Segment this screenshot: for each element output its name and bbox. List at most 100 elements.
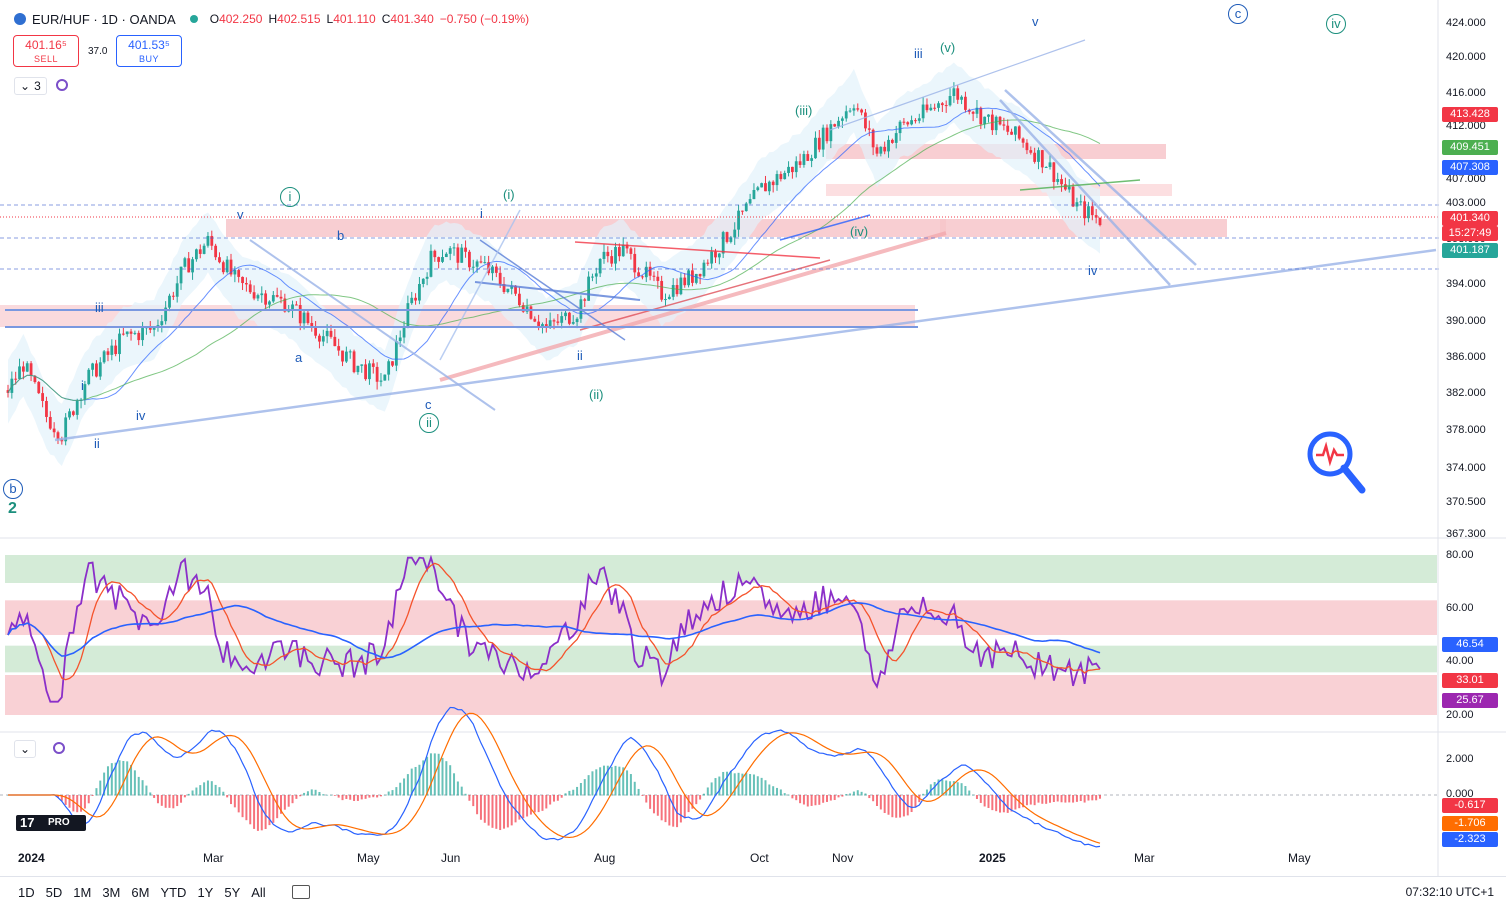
- candle-body: [575, 318, 579, 323]
- macd-histogram-bar: [1045, 795, 1048, 804]
- macd-histogram-bar: [214, 784, 217, 796]
- macd-histogram-bar: [218, 787, 221, 796]
- chevron-down-icon: ⌄: [20, 742, 31, 756]
- trend-line-5: [999, 99, 1171, 286]
- price-tick-label: 378.000: [1446, 424, 1486, 436]
- candle-body: [956, 88, 960, 100]
- clock[interactable]: 07:32:10 UTC+1: [1405, 885, 1494, 899]
- refresh-icon[interactable]: [56, 79, 68, 91]
- macd-histogram-bar: [614, 765, 617, 796]
- macd-histogram-bar: [472, 795, 475, 807]
- timeframe-ytd[interactable]: YTD: [160, 884, 187, 900]
- macd-histogram-bar: [514, 795, 517, 823]
- chart-header: EUR/HUF · 1D · OANDA O402.250 H402.515 L…: [14, 10, 529, 28]
- candle-body: [814, 137, 817, 159]
- candle-body: [806, 154, 810, 161]
- candle-body: [821, 127, 825, 150]
- candle-body: [275, 295, 279, 297]
- candle-body: [45, 400, 48, 417]
- macd-histogram-bar: [303, 792, 306, 796]
- timeframe-3m[interactable]: 3M: [102, 884, 121, 900]
- macd-histogram-bar: [741, 773, 744, 796]
- candle-body: [510, 285, 514, 289]
- open-label: O: [209, 12, 220, 26]
- macd-collapse-toggle[interactable]: ⌄: [14, 740, 37, 758]
- macd-histogram-bar: [1075, 795, 1078, 802]
- candle-body: [421, 278, 425, 285]
- candle-body: [183, 258, 187, 267]
- candle-body: [456, 247, 460, 263]
- price-tick-label: 403.000: [1446, 197, 1486, 209]
- candle-body: [406, 303, 410, 328]
- timeframe-5y[interactable]: 5Y: [224, 884, 241, 900]
- candle-body: [1083, 201, 1087, 219]
- macd-histogram-bar: [537, 795, 540, 813]
- candle-body: [333, 336, 337, 347]
- candle-body: [148, 327, 152, 330]
- candle-body: [448, 248, 452, 254]
- timeframe-1d[interactable]: 1D: [18, 884, 35, 900]
- macd-histogram-bar: [606, 765, 609, 796]
- chart-canvas[interactable]: [0, 0, 1506, 876]
- macd-histogram-bar: [599, 767, 602, 796]
- magnifier-icon[interactable]: [1306, 430, 1368, 496]
- macd-histogram-bar: [637, 788, 640, 796]
- buy-price: 401.53⁵: [128, 38, 170, 52]
- macd-histogram-bar: [333, 795, 336, 796]
- macd-histogram-bar: [560, 795, 563, 798]
- candle-body: [683, 277, 687, 286]
- macd-histogram-bar: [114, 762, 117, 796]
- macd-histogram-bar: [822, 795, 825, 803]
- candle-body: [760, 183, 764, 188]
- timeframe-1m[interactable]: 1M: [73, 884, 92, 900]
- price-tick-label: 386.000: [1446, 351, 1486, 363]
- macd-histogram-bar: [453, 773, 456, 796]
- macd-histogram-bar: [345, 795, 348, 799]
- macd-histogram-bar: [249, 795, 252, 825]
- macd-histogram-bar: [860, 791, 863, 796]
- symbol-title[interactable]: EUR/HUF · 1D · OANDA: [32, 11, 176, 27]
- timeframe-all[interactable]: All: [251, 884, 266, 900]
- refresh-icon[interactable]: [53, 742, 65, 754]
- time-tick-label: 2025: [979, 851, 1006, 865]
- close-value: 401.340: [390, 12, 434, 26]
- candle-body: [698, 273, 702, 277]
- macd-histogram-bar: [899, 795, 902, 818]
- candle-body: [402, 327, 406, 338]
- macd-histogram-bar: [441, 757, 444, 796]
- buy-button[interactable]: 401.53⁵ BUY: [116, 35, 182, 67]
- macd-histogram-bar: [902, 795, 905, 817]
- indicators-toggle[interactable]: ⌄ 3: [14, 77, 47, 95]
- macd-histogram-bar: [1060, 795, 1063, 803]
- candle-body: [168, 295, 171, 308]
- macd-histogram-bar: [399, 782, 402, 796]
- trend-line-8: [474, 281, 641, 301]
- macd-pane: [0, 706, 1438, 848]
- candle-body: [279, 296, 283, 299]
- timeframe-5d[interactable]: 5D: [45, 884, 63, 900]
- macd-histogram-bar: [783, 793, 786, 796]
- candle-body: [614, 247, 617, 264]
- candle-body: [783, 172, 787, 180]
- calendar-icon[interactable]: [291, 885, 310, 899]
- candle-body: [75, 400, 79, 415]
- candle-body: [894, 133, 898, 143]
- macd-histogram-bar: [460, 786, 463, 796]
- timeframe-6m[interactable]: 6M: [131, 884, 150, 900]
- rsi-tick-label: 40.00: [1446, 655, 1474, 667]
- macd-histogram-bar: [76, 795, 79, 813]
- macd-histogram-bar: [99, 780, 102, 796]
- macd-histogram-bar: [341, 795, 344, 801]
- sell-button[interactable]: 401.16⁵ SELL: [13, 35, 79, 67]
- candle-body: [840, 118, 844, 121]
- macd-histogram-bar: [437, 753, 440, 796]
- candle-body: [348, 351, 352, 353]
- macd-histogram-bar: [579, 782, 582, 796]
- zone-0: [226, 219, 946, 237]
- timeframe-1y[interactable]: 1Y: [197, 884, 214, 900]
- macd-histogram-bar: [156, 795, 159, 804]
- candle-body: [264, 293, 268, 305]
- candle-body: [425, 276, 429, 279]
- macd-histogram-bar: [487, 795, 490, 826]
- macd-histogram-bar: [60, 795, 63, 801]
